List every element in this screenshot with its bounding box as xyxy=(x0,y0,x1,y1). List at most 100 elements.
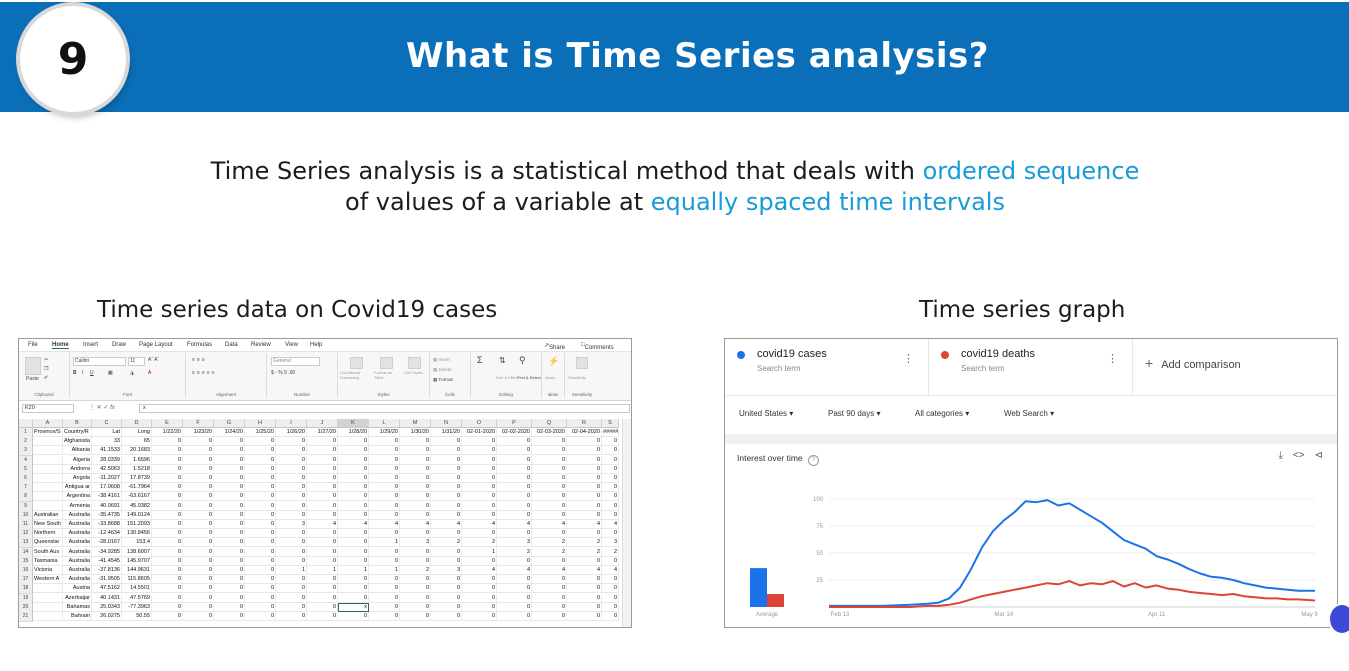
table-cell[interactable]: 0 xyxy=(276,593,307,603)
table-cell[interactable]: 0 xyxy=(214,437,245,447)
table-cell[interactable]: South Aus xyxy=(33,547,63,557)
table-cell[interactable]: 47.5769 xyxy=(122,593,152,603)
table-cell[interactable]: 0 xyxy=(497,612,532,621)
table-cell[interactable]: Bahamas xyxy=(63,602,92,612)
table-cell[interactable]: 0 xyxy=(338,455,369,465)
tab-insert[interactable]: Insert xyxy=(83,342,99,348)
table-cell[interactable]: 0 xyxy=(183,593,214,603)
table-cell[interactable]: 0 xyxy=(369,464,400,474)
tab-help[interactable]: Help xyxy=(310,342,323,348)
filter-region[interactable]: United States ▾ xyxy=(739,409,793,418)
table-cell[interactable]: 0 xyxy=(245,492,276,502)
table-cell[interactable]: 4 xyxy=(400,520,431,529)
table-cell[interactable]: 0 xyxy=(307,593,338,603)
table-cell[interactable] xyxy=(33,492,63,502)
table-cell[interactable]: 0 xyxy=(338,446,369,456)
table-cell[interactable]: 0 xyxy=(307,474,338,483)
table-cell[interactable]: Austria xyxy=(63,584,92,594)
table-cell[interactable]: 0 xyxy=(400,602,431,612)
table-cell[interactable]: 0 xyxy=(183,602,214,612)
table-cell[interactable]: 0 xyxy=(276,501,307,511)
table-cell[interactable]: 0 xyxy=(183,437,214,447)
table-cell[interactable]: 0 xyxy=(307,602,338,612)
table-cell[interactable]: 1/24/20 xyxy=(214,428,245,437)
table-cell[interactable]: 4 xyxy=(532,520,567,529)
table-cell[interactable]: 0 xyxy=(431,464,462,474)
table-cell[interactable]: 0 xyxy=(400,474,431,483)
table-cell[interactable]: 0 xyxy=(431,602,462,612)
table-cell[interactable]: 149.0124 xyxy=(122,510,152,520)
formula-input[interactable]: x xyxy=(139,404,630,413)
table-cell[interactable]: 0 xyxy=(369,483,400,493)
table-cell[interactable]: 0 xyxy=(431,510,462,520)
table-cell[interactable]: 1/25/20 xyxy=(245,428,276,437)
table-cell[interactable]: 0 xyxy=(497,455,532,465)
table-cell[interactable]: 0 xyxy=(497,446,532,456)
table-cell[interactable]: 0 xyxy=(152,547,183,557)
table-cell[interactable]: 33 xyxy=(92,437,122,447)
paste-icon[interactable] xyxy=(25,357,41,375)
table-cell[interactable]: 2 xyxy=(567,538,602,548)
table-cell[interactable]: 0 xyxy=(307,437,338,447)
column-header[interactable]: C xyxy=(92,419,122,428)
table-cell[interactable]: 0 xyxy=(602,593,619,603)
cut-icon[interactable]: ✂ xyxy=(44,357,49,363)
table-cell[interactable]: 0 xyxy=(276,455,307,465)
table-cell[interactable]: 0 xyxy=(214,510,245,520)
table-cell[interactable]: 2 xyxy=(400,566,431,575)
italic-icon[interactable]: I xyxy=(82,370,84,376)
embed-icon[interactable]: <> xyxy=(1292,450,1305,461)
table-cell[interactable]: 0 xyxy=(307,575,338,585)
column-header[interactable]: B xyxy=(63,419,92,428)
table-cell[interactable]: 41.1533 xyxy=(92,446,122,456)
table-cell[interactable] xyxy=(33,612,63,621)
table-cell[interactable] xyxy=(33,474,63,483)
column-header[interactable]: Q xyxy=(532,419,567,428)
table-cell[interactable]: Antigua ar xyxy=(63,483,92,493)
table-cell[interactable]: 4 xyxy=(567,566,602,575)
table-cell[interactable]: 0 xyxy=(431,455,462,465)
table-cell[interactable]: 0 xyxy=(567,437,602,447)
table-cell[interactable] xyxy=(33,437,63,447)
comments-button[interactable]: □ Comments xyxy=(581,342,614,351)
table-cell[interactable]: 144.9631 xyxy=(122,566,152,575)
format-painter-icon[interactable]: ✐ xyxy=(44,375,49,381)
table-cell[interactable]: 145.9707 xyxy=(122,556,152,566)
table-cell[interactable]: 0 xyxy=(567,455,602,465)
tab-data[interactable]: Data xyxy=(225,342,238,348)
table-cell[interactable]: 0 xyxy=(152,584,183,594)
table-cell[interactable]: 26.0275 xyxy=(92,612,122,621)
table-cell[interactable]: 153.4 xyxy=(122,538,152,548)
table-cell[interactable]: 0 xyxy=(183,520,214,529)
search-term-1[interactable]: covid19 cases Search term ⋮ xyxy=(725,339,929,395)
table-cell[interactable]: 0 xyxy=(214,455,245,465)
table-cell[interactable]: -33.8688 xyxy=(92,520,122,529)
interest-over-time-chart[interactable]: 25 50 75 100 Feb 13 Mar 14 Apr 11 May 9 Average xyxy=(725,479,1337,627)
table-cell[interactable]: 0 xyxy=(276,547,307,557)
column-header[interactable]: E xyxy=(152,419,183,428)
table-cell[interactable]: 45.0382 xyxy=(122,501,152,511)
table-cell[interactable]: 0 xyxy=(183,566,214,575)
table-cell[interactable]: 0 xyxy=(214,520,245,529)
row-header[interactable]: 21 xyxy=(19,612,33,622)
table-cell[interactable]: 0 xyxy=(602,510,619,520)
table-cell[interactable]: 50.55 xyxy=(122,612,152,621)
table-cell[interactable]: -28.0167 xyxy=(92,538,122,548)
table-cell[interactable]: 1/29/20 xyxy=(369,428,400,437)
table-cell[interactable]: 3 xyxy=(602,538,619,548)
table-cell[interactable]: 0 xyxy=(338,575,369,585)
table-cell[interactable]: 0 xyxy=(462,501,497,511)
table-cell[interactable]: 0 xyxy=(431,584,462,594)
table-cell[interactable]: Afghanista xyxy=(63,437,92,447)
table-cell[interactable]: 1/26/20 xyxy=(276,428,307,437)
table-cell[interactable]: 0 xyxy=(276,575,307,585)
table-cell[interactable]: 0 xyxy=(369,612,400,621)
ideas-icon[interactable]: ⚡ xyxy=(548,356,560,366)
table-cell[interactable]: 0 xyxy=(602,492,619,502)
help-icon[interactable]: ? xyxy=(807,455,819,466)
table-cell[interactable] xyxy=(33,446,63,456)
table-cell[interactable]: 0 xyxy=(152,446,183,456)
table-cell[interactable]: 0 xyxy=(276,483,307,493)
table-cell[interactable]: Long xyxy=(122,428,152,437)
table-cell[interactable]: 0 xyxy=(431,492,462,502)
